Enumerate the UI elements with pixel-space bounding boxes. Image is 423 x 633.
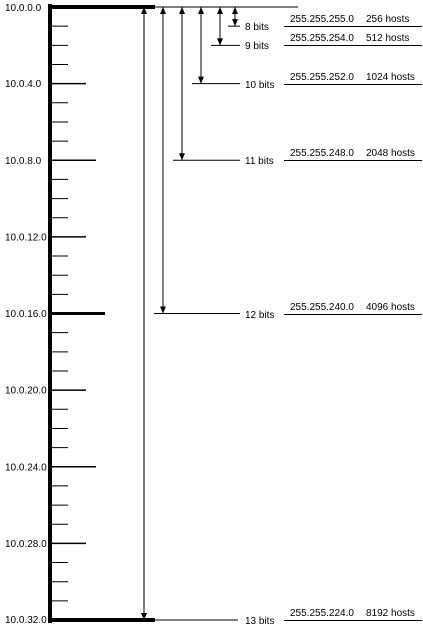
arrow-head xyxy=(232,19,238,27)
subnet-mask-label: 255.255.254.0 xyxy=(290,33,354,44)
subnet-bits-label: 12 bits xyxy=(245,310,274,321)
subnet-hosts-label: 512 hosts xyxy=(366,33,409,44)
subnet-bits-label: 8 bits xyxy=(245,22,269,33)
arrow-head xyxy=(217,38,223,46)
address-label: 10.0.20.0 xyxy=(5,386,47,397)
subnet-bits-label: 9 bits xyxy=(245,41,269,52)
arrow-head xyxy=(217,7,223,14)
subnet-mask-label: 255.255.240.0 xyxy=(290,302,354,313)
address-label: 10.0.24.0 xyxy=(5,462,47,473)
subnet-arrow xyxy=(198,7,204,84)
address-label: 10.0.0.0 xyxy=(5,3,42,14)
address-labels: 10.0.0.0 10.0.4.0 10.0.8.0 10.0.12.0 10.0.16… xyxy=(5,3,47,626)
address-label: 10.0.12.0 xyxy=(5,232,47,243)
subnet-arrow xyxy=(217,7,223,46)
subnet-arrow xyxy=(232,7,238,27)
subnet-mask-label: 255.255.252.0 xyxy=(290,72,354,83)
address-label: 10.0.28.0 xyxy=(5,539,47,550)
subnet-arrow xyxy=(160,7,166,314)
subnet-bits-label: 10 bits xyxy=(245,80,274,91)
arrow-head xyxy=(232,7,238,14)
arrow-head xyxy=(160,306,166,314)
address-label: 10.0.4.0 xyxy=(5,79,42,90)
subnet-hosts-label: 4096 hosts xyxy=(366,302,415,313)
arrow-head xyxy=(160,7,166,14)
arrow-head xyxy=(198,76,204,84)
address-label: 10.0.32.0 xyxy=(5,615,47,626)
arrow-head xyxy=(179,153,185,161)
subnet-rows: 8 bits 255.255.255.0 256 hosts 9 bits 255.25… xyxy=(135,14,422,627)
subnet-mask-label: 255.255.224.0 xyxy=(290,608,354,619)
arrow-head xyxy=(179,7,185,14)
arrow-head xyxy=(141,7,147,14)
address-ruler xyxy=(48,4,155,623)
subnet-bits-label: 11 bits xyxy=(245,156,274,167)
subnet-hosts-label: 8192 hosts xyxy=(366,608,415,619)
address-label: 10.0.8.0 xyxy=(5,156,42,167)
subnet-mask-label: 255.255.248.0 xyxy=(290,148,354,159)
address-label: 10.0.16.0 xyxy=(5,309,47,320)
subnet-arrow xyxy=(141,7,147,620)
subnet-arrow xyxy=(179,7,185,161)
subnet-hosts-label: 256 hosts xyxy=(366,14,409,25)
subnet-hosts-label: 1024 hosts xyxy=(366,72,415,83)
arrow-head xyxy=(198,7,204,14)
arrow-head xyxy=(141,613,147,620)
subnet-arrows xyxy=(137,6,298,620)
subnet-hosts-label: 2048 hosts xyxy=(366,148,415,159)
subnet-mask-label: 255.255.255.0 xyxy=(290,14,354,25)
subnet-bits-label: 13 bits xyxy=(245,616,274,627)
